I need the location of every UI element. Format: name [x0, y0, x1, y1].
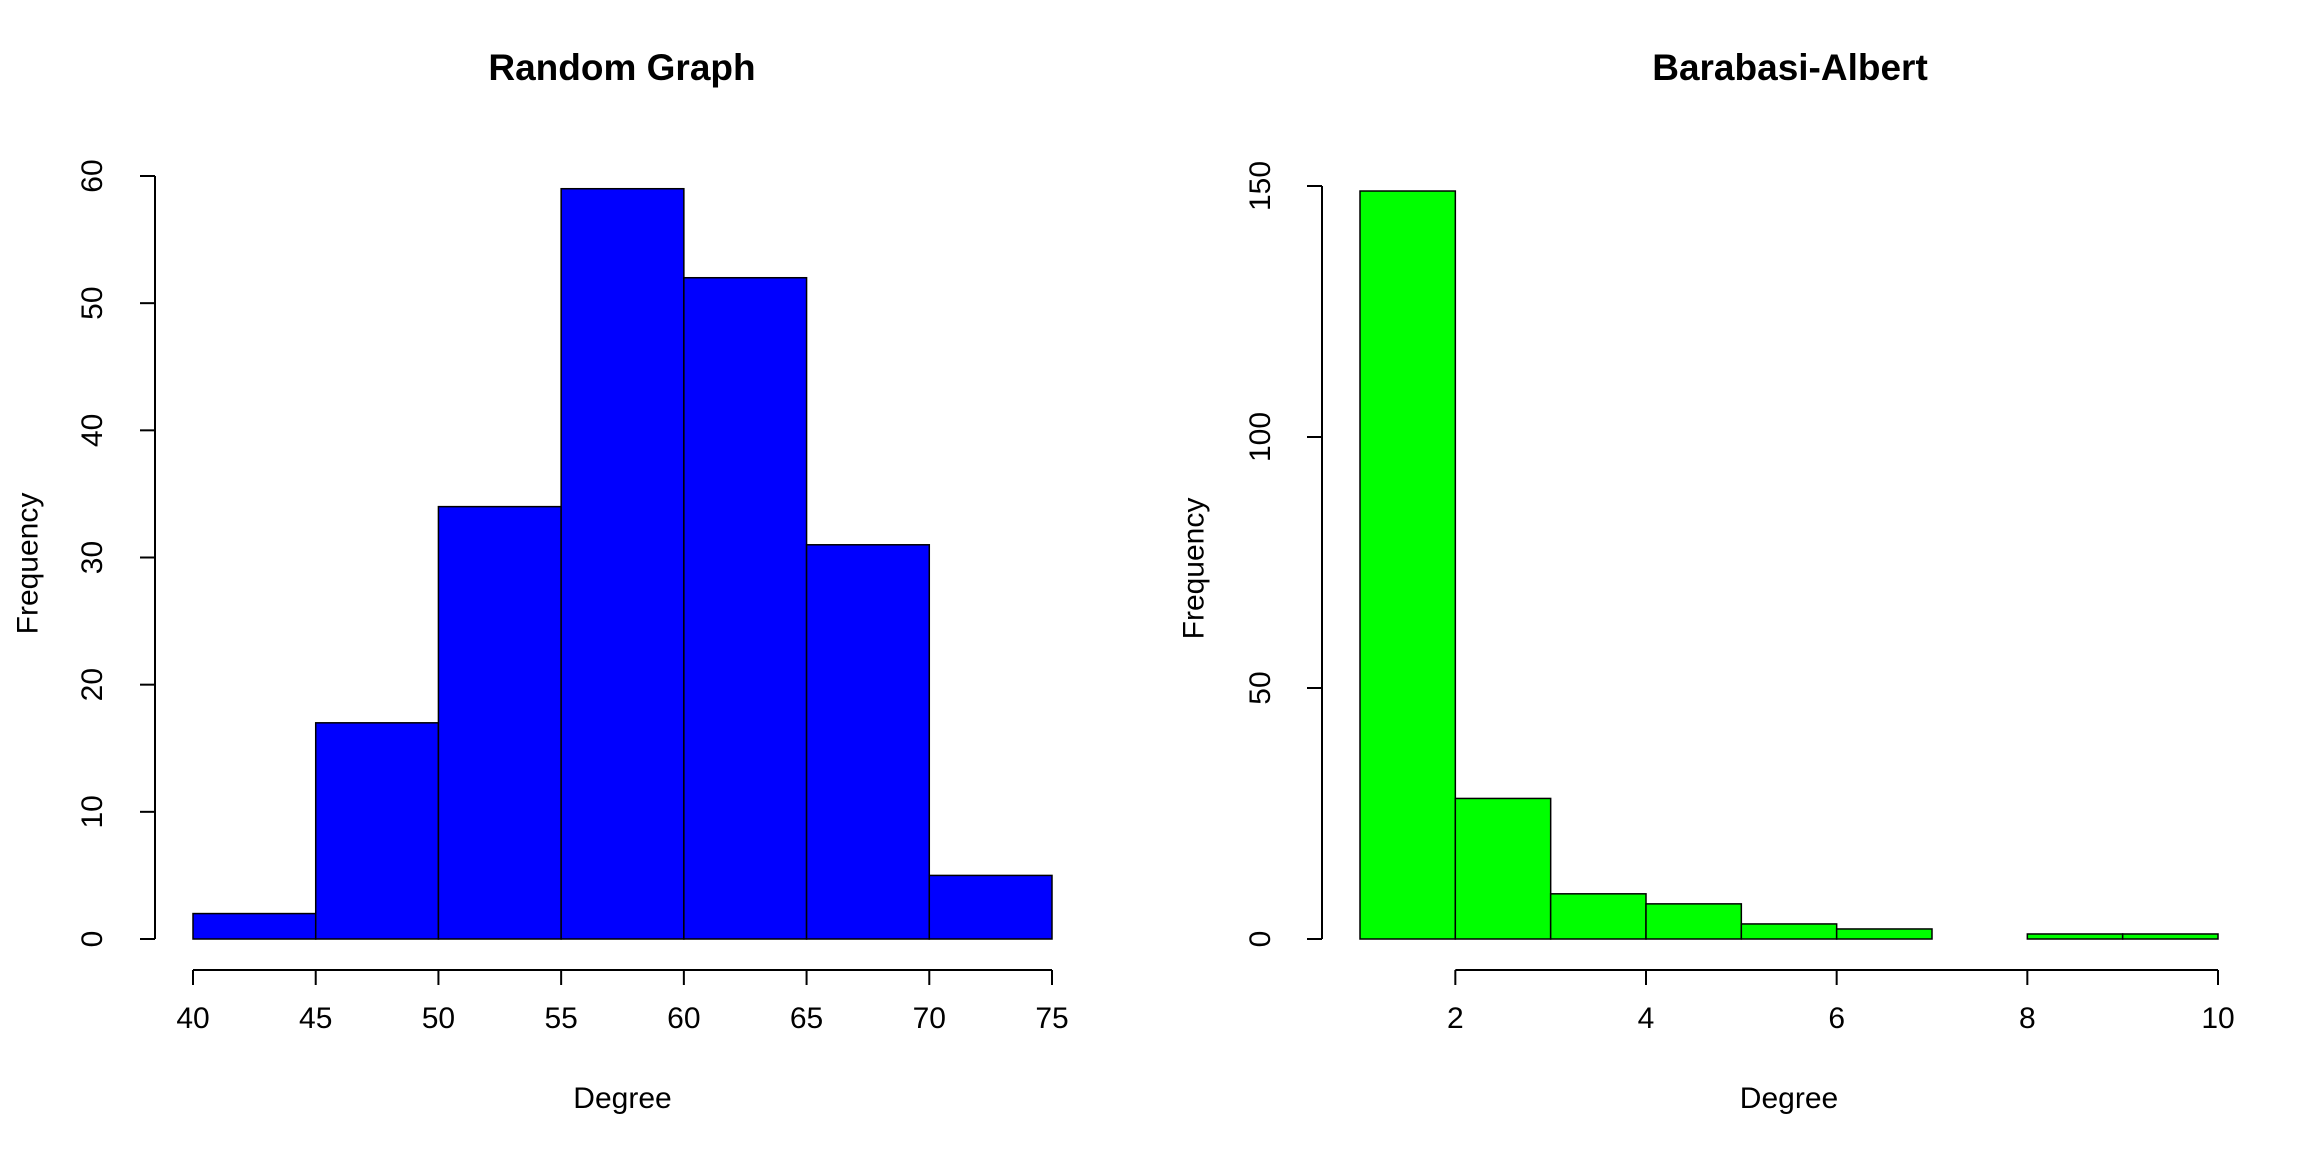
y-tick-label: 60	[76, 159, 109, 192]
histogram-bar	[192, 912, 317, 940]
y-tick-label: 50	[1244, 671, 1277, 704]
histogram-bar	[437, 505, 562, 940]
histogram-bar	[1359, 190, 1457, 940]
x-axis-label: Degree	[573, 1082, 671, 1115]
chart-title: Random Graph	[488, 47, 755, 88]
histogram-bar	[314, 722, 440, 940]
histogram-bar	[1835, 928, 1933, 940]
chart-panel-2: Barabasi-Albert 0 50 100 150 2 4 6 8 10 Degree Freq…	[1178, 47, 2235, 1115]
y-tick-label: 20	[76, 668, 109, 701]
histogram-bar	[1645, 903, 1743, 940]
y-tick-label: 100	[1244, 412, 1277, 462]
y-tick-label: 150	[1244, 161, 1277, 211]
histogram-bar	[683, 276, 808, 940]
y-tick-label: 0	[76, 931, 109, 948]
histogram-bar	[1740, 923, 1838, 940]
y-axis-label: Frequency	[12, 493, 45, 635]
x-tick-label: 60	[667, 1002, 700, 1035]
x-tick-label: 2	[1447, 1002, 1464, 1035]
x-tick-label: 65	[790, 1002, 823, 1035]
y-tick-label: 0	[1244, 931, 1277, 948]
histogram-bar	[560, 187, 685, 940]
histogram-bar	[2121, 933, 2219, 940]
y-tick-label: 50	[76, 286, 109, 319]
histogram-bar	[1454, 797, 1552, 940]
y-tick-label: 30	[76, 541, 109, 574]
x-tick-label: 45	[299, 1002, 332, 1035]
histogram-bar	[805, 544, 931, 940]
chart-panel-1: Random Graph 0 10 20 30 40 50 60 40 45 50 55 60 65 70 7…	[12, 47, 1069, 1115]
x-tick-label: 4	[1638, 1002, 1655, 1035]
x-tick-label: 75	[1035, 1002, 1068, 1035]
y-tick-label: 10	[76, 795, 109, 828]
x-tick-label: 70	[913, 1002, 946, 1035]
y-tick-label: 40	[76, 414, 109, 447]
x-tick-label: 6	[1828, 1002, 1845, 1035]
x-tick-label: 8	[2019, 1002, 2036, 1035]
x-axis-label: Degree	[1740, 1082, 1838, 1115]
y-axis-label: Frequency	[1178, 498, 1211, 640]
histogram-bar	[928, 874, 1053, 940]
x-tick-label: 55	[544, 1002, 577, 1035]
x-tick-label: 10	[2201, 1002, 2234, 1035]
x-tick-label: 50	[422, 1002, 455, 1035]
x-tick-label: 40	[176, 1002, 209, 1035]
histogram-bar	[1549, 893, 1647, 940]
histogram-bar	[2026, 933, 2124, 940]
chart-title: Barabasi-Albert	[1652, 47, 1928, 88]
